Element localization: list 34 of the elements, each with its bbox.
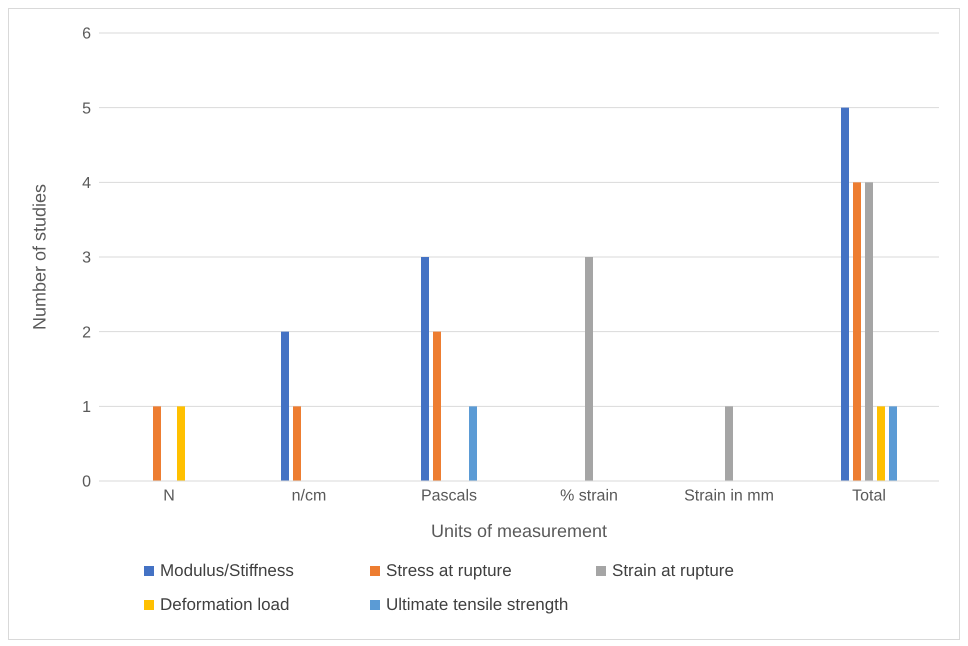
x-tick-label: N (163, 487, 175, 504)
y-tick-label: 0 (82, 474, 92, 491)
x-tick-label: Total (852, 487, 886, 504)
bar (281, 332, 289, 481)
y-axis-title: Number of studies (29, 184, 50, 330)
y-tick-label: 5 (82, 100, 92, 118)
legend-label: Deformation load (160, 595, 290, 615)
bar (877, 406, 885, 481)
y-tick-label: 2 (82, 324, 92, 342)
bar (841, 108, 849, 481)
bar (433, 332, 441, 481)
legend-label: Stress at rupture (386, 561, 512, 581)
y-tick-label: 6 (82, 26, 92, 43)
bar (865, 182, 873, 481)
x-tick-label: % strain (560, 487, 618, 504)
bar (293, 406, 301, 481)
y-tick-label: 4 (82, 175, 92, 192)
bar (153, 406, 161, 481)
x-axis-title: Units of measurement (430, 521, 608, 541)
bar (853, 182, 861, 481)
y-tick-label: 1 (82, 399, 92, 416)
x-tick-label: n/cm (292, 487, 326, 504)
legend-label: Strain at rupture (612, 561, 734, 581)
y-tick-label: 3 (82, 250, 92, 267)
x-tick-label: Strain in mm (684, 487, 774, 504)
bar (177, 406, 185, 481)
bar (725, 406, 733, 481)
bar (889, 406, 897, 481)
bar (421, 257, 429, 481)
legend-label: Ultimate tensile strength (386, 595, 568, 615)
x-tick-label: Pascals (420, 487, 478, 504)
bar (585, 257, 593, 481)
bar (469, 406, 477, 481)
legend-label: Modulus/Stiffness (160, 561, 294, 581)
